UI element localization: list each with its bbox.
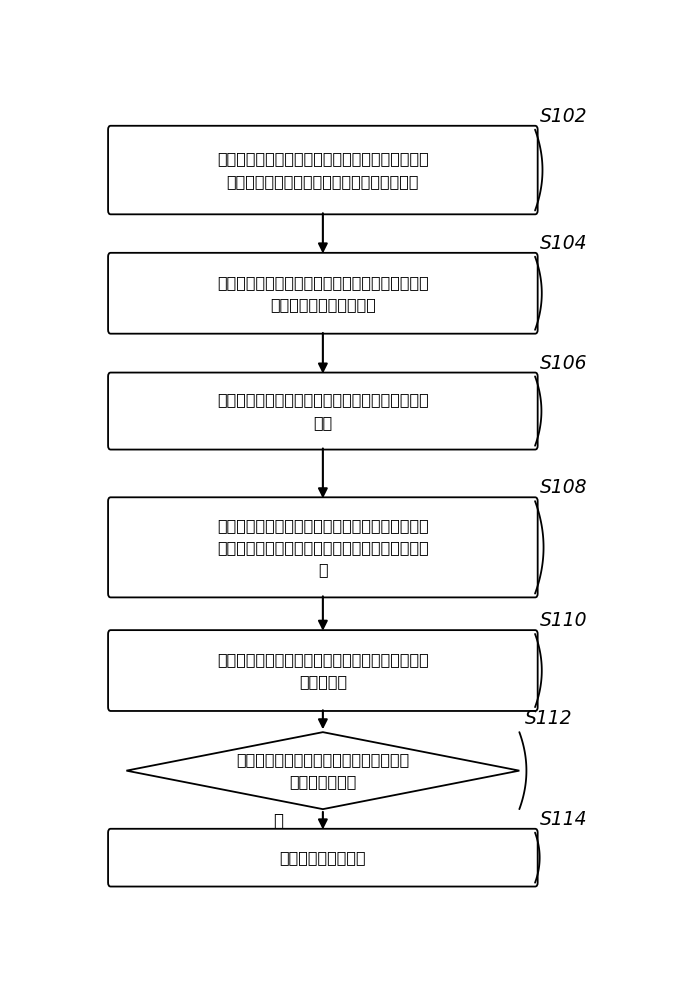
- Text: 是: 是: [273, 812, 283, 830]
- Text: S102: S102: [540, 107, 587, 126]
- Text: S104: S104: [540, 234, 587, 253]
- Text: 获取待校准电能表的初始有效电流值，并将初始有
效电流值进行平方计算，得到感应电流校准值: 获取待校准电能表的初始有效电流值，并将初始有 效电流值进行平方计算，得到感应电流…: [217, 151, 429, 189]
- FancyBboxPatch shape: [108, 497, 537, 597]
- Text: S110: S110: [540, 611, 587, 630]
- FancyBboxPatch shape: [108, 373, 537, 450]
- FancyBboxPatch shape: [108, 829, 537, 887]
- Text: 利用与待校准电能表连接的工作电路，获取待校准
电能表的实际有效电流值: 利用与待校准电能表连接的工作电路，获取待校准 电能表的实际有效电流值: [217, 275, 429, 312]
- FancyBboxPatch shape: [108, 630, 537, 711]
- Text: 确定校准电流值为零: 确定校准电流值为零: [280, 850, 366, 865]
- Polygon shape: [126, 732, 519, 809]
- Text: 对实际有效电流值进行平方计算，得到有效电流平
方值: 对实际有效电流值进行平方计算，得到有效电流平 方值: [217, 392, 429, 430]
- Text: 若校准电流值大于零，则获取待检测电能表的基波
电流有效值: 若校准电流值大于零，则获取待检测电能表的基波 电流有效值: [217, 652, 429, 689]
- Text: 判断基波电流有效值是否小于待检测电能
表的起动电流值: 判断基波电流有效值是否小于待检测电能 表的起动电流值: [236, 752, 410, 789]
- Text: S106: S106: [540, 354, 587, 373]
- Text: S112: S112: [525, 709, 572, 728]
- FancyBboxPatch shape: [108, 253, 537, 334]
- Text: 将有效电流平方值减去感应电流校准值，得到相减
结果，对相减结果进行平方根计算，得到校准电流
值: 将有效电流平方值减去感应电流校准值，得到相减 结果，对相减结果进行平方根计算，得…: [217, 518, 429, 577]
- Text: S108: S108: [540, 478, 587, 497]
- Text: S114: S114: [540, 810, 587, 829]
- FancyBboxPatch shape: [108, 126, 537, 214]
